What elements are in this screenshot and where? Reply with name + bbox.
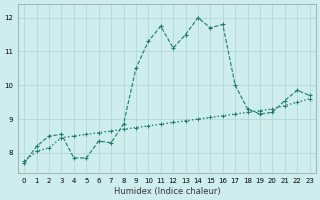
X-axis label: Humidex (Indice chaleur): Humidex (Indice chaleur) [114, 187, 220, 196]
